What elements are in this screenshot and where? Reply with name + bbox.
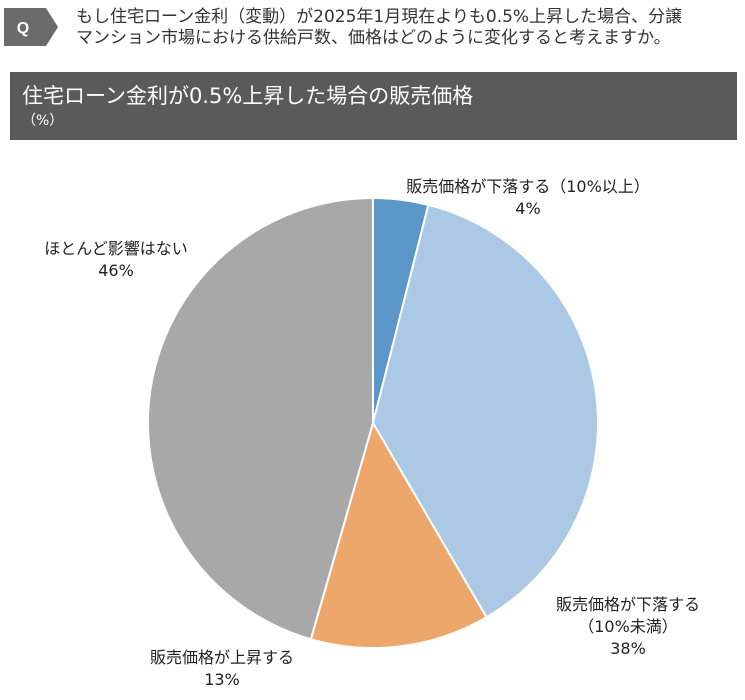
chart-unit: （%） xyxy=(22,113,64,129)
question-line-1: もし住宅ローン金利（変動）が2025年1月現在よりも0.5%上昇した場合、分譲 xyxy=(76,7,683,27)
slice-4-category-label: ほとんど影響はない xyxy=(44,239,188,258)
slice-1-value-label: 4% xyxy=(515,199,540,218)
slice-4-value-label: 46% xyxy=(98,261,134,280)
chart-title: 住宅ローン金利が0.5%上昇した場合の販売価格 xyxy=(22,84,474,108)
question-badge: Q xyxy=(4,8,58,46)
question-line-2: マンション市場における供給戸数、価格はどのように変化すると考えますか。 xyxy=(76,28,671,48)
pie-slice-4 xyxy=(147,196,374,641)
chart-title-bar: 住宅ローン金利が0.5%上昇した場合の販売価格 （%） xyxy=(10,72,737,140)
pie-slice-3 xyxy=(309,420,488,649)
slice-3-category-label: 販売価格が上昇する xyxy=(150,648,294,667)
slice-2-category-label: （10%未満） xyxy=(578,617,678,636)
slice-2-category-label: 販売価格が下落する xyxy=(556,595,700,614)
pie-slice-2 xyxy=(371,203,599,619)
slice-2-value-label: 38% xyxy=(610,639,646,658)
question-badge-label: Q xyxy=(17,20,29,37)
slice-3-value-label: 13% xyxy=(204,670,240,689)
question-text: もし住宅ローン金利（変動）が2025年1月現在よりも0.5%上昇した場合、分譲 … xyxy=(76,7,736,49)
slice-1-category-label: 販売価格が下落する（10%以上） xyxy=(406,177,650,196)
